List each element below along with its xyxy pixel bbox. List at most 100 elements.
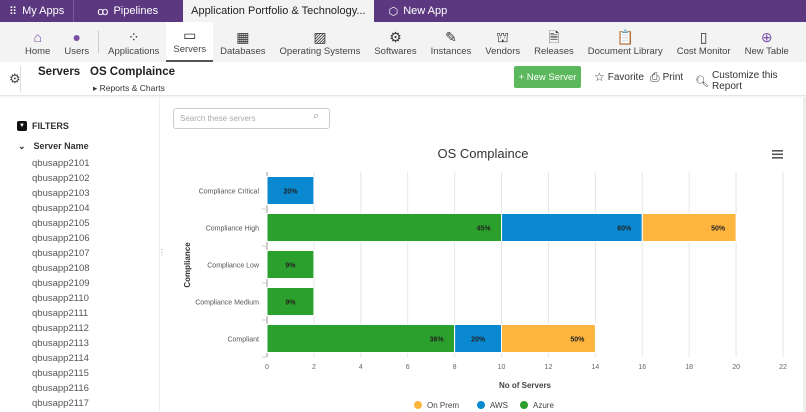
server-filter-item[interactable]: qbusapp2108 xyxy=(32,263,90,274)
monitor-icon: ▭ xyxy=(183,27,197,43)
pin-icon: ✎ xyxy=(445,29,457,45)
x-tick-label: 12 xyxy=(545,364,553,371)
server-filter-item[interactable]: qbusapp2116 xyxy=(32,383,89,394)
nav-users[interactable]: ● Users xyxy=(64,29,90,57)
reports-charts-link[interactable]: ▸ Reports & Charts xyxy=(93,83,165,93)
resize-handle[interactable]: ⋮ xyxy=(158,248,166,257)
tab-pipelines[interactable]: ꝏ Pipelines xyxy=(97,5,159,18)
nav-divider xyxy=(98,31,100,53)
server-filter-item[interactable]: qbusapp2117 xyxy=(32,398,89,409)
tab-application-portfolio[interactable]: Application Portfolio & Technology... xyxy=(183,0,374,22)
legend-marker xyxy=(414,401,422,409)
legend-item: Azure xyxy=(533,401,554,410)
legend-marker xyxy=(477,401,485,409)
x-tick-label: 2 xyxy=(312,364,316,371)
server-list: qbusapp2101 qbusapp2102 qbusapp2103 qbusapp… xyxy=(32,156,90,411)
pipeline-icon: ꝏ xyxy=(97,5,109,18)
nav-home[interactable]: ⌂ Home xyxy=(25,29,51,57)
server-filter-item[interactable]: qbusapp2115 xyxy=(32,368,89,379)
server-filter-item[interactable]: qbusapp2105 xyxy=(32,218,90,229)
nav-servers[interactable]: ▭ Servers xyxy=(166,22,214,62)
x-axis-label: No of Servers xyxy=(499,381,552,390)
plus-circle-icon: ⊕ xyxy=(760,29,773,45)
x-tick-label: 18 xyxy=(685,364,693,371)
server-filter-item[interactable]: qbusapp2110 xyxy=(32,293,89,304)
y-axis-label: Compliance xyxy=(183,242,192,288)
server-filter-item[interactable]: qbusapp2104 xyxy=(32,203,90,214)
nav-instances[interactable]: ✎ Instances xyxy=(430,29,472,57)
server-filter-item[interactable]: qbusapp2111 xyxy=(32,308,89,319)
server-filter-item[interactable]: qbusapp2107 xyxy=(32,248,90,259)
server-name-group[interactable]: ⌄ Server Name xyxy=(18,141,89,151)
nav-cost-monitor[interactable]: ▯ Cost Monitor xyxy=(676,29,731,57)
bar-on-prem xyxy=(641,213,737,242)
gears-icon: ⚙ xyxy=(389,29,402,45)
caret-right-icon: ▸ xyxy=(93,83,100,93)
y-tick-label: Compliance High xyxy=(206,226,259,233)
cost-icon: ▯ xyxy=(699,29,708,45)
y-tick-label: Compliant xyxy=(227,337,259,344)
server-filter-item[interactable]: qbusapp2112 xyxy=(32,323,89,334)
image-icon: ▨ xyxy=(313,29,327,45)
home-icon: ⌂ xyxy=(33,29,42,45)
x-tick-label: 10 xyxy=(498,364,506,371)
tab-new-app[interactable]: ⬡ New App xyxy=(388,5,448,18)
nav-vendors[interactable]: ⛫ Vendors xyxy=(485,29,521,57)
x-tick-label: 6 xyxy=(406,364,410,371)
chart-menu-icon[interactable] xyxy=(772,150,783,159)
x-tick-label: 0 xyxy=(265,364,269,371)
gear-icon[interactable]: ⚙ xyxy=(9,71,21,86)
search-input[interactable] xyxy=(173,108,330,129)
nav-databases[interactable]: ▦ Databases xyxy=(220,29,266,57)
nav-operating-systems[interactable]: ▨ Operating Systems xyxy=(279,29,361,57)
chart-title: OS Complaince xyxy=(437,146,528,161)
search-icon[interactable]: ⌕ xyxy=(313,110,320,122)
report-title: OS Complaince xyxy=(90,66,175,78)
chevron-down-icon: ⌄ xyxy=(18,141,26,151)
bar-azure xyxy=(266,213,503,242)
filter-toggle-icon: ▼ xyxy=(17,121,27,131)
nav-applications[interactable]: ⁘ Applications xyxy=(108,29,160,57)
server-filter-item[interactable]: qbusapp2101 xyxy=(32,158,90,169)
scrollbar[interactable] xyxy=(803,97,806,412)
new-server-button[interactable]: + New Server xyxy=(514,66,581,88)
favorite-button[interactable]: ☆ Favorite xyxy=(594,70,644,84)
server-filter-item[interactable]: qbusapp2113 xyxy=(32,338,89,349)
legend-item: On Prem xyxy=(427,401,459,410)
data-label: 9% xyxy=(285,263,296,270)
server-filter-item[interactable]: qbusapp2114 xyxy=(32,353,89,364)
divider xyxy=(20,66,21,92)
bar-azure xyxy=(266,250,315,279)
filters-sidebar: ▼ FILTERS ⌄ Server Name qbusapp2101 qbusapp… xyxy=(0,97,160,412)
bar-aws xyxy=(266,176,315,205)
nav-softwares[interactable]: ⚙ Softwares xyxy=(374,29,417,57)
x-tick-label: 20 xyxy=(732,364,740,371)
data-label: 20% xyxy=(471,337,486,344)
x-tick-label: 22 xyxy=(779,364,787,371)
report-header: ⚙ Servers OS Complaince ▸ Reports & Char… xyxy=(0,62,806,96)
data-label: 50% xyxy=(570,337,585,344)
clipboard-icon: 📋 xyxy=(616,29,634,45)
y-tick-label: Compliance Medium xyxy=(195,300,259,307)
server-filter-item[interactable]: qbusapp2102 xyxy=(32,173,90,184)
y-tick-label: Compliance Critical xyxy=(199,189,260,196)
customize-report-button[interactable]: 🔍︎ Customize this Report xyxy=(695,70,778,92)
server-filter-item[interactable]: qbusapp2103 xyxy=(32,188,90,199)
tab-my-apps[interactable]: ⠿ My Apps xyxy=(0,0,75,22)
nav-releases[interactable]: 🗎 Releases xyxy=(534,29,574,57)
search-gear-icon: 🔍︎ xyxy=(695,75,709,88)
server-filter-item[interactable]: qbusapp2109 xyxy=(32,278,90,289)
grid-icon: ⠿ xyxy=(9,5,18,18)
data-label: 45% xyxy=(477,226,492,233)
y-tick-label: Compliance Low xyxy=(207,263,260,270)
bar-on-prem xyxy=(501,324,596,353)
print-button[interactable]: ⎙ Print xyxy=(650,70,684,84)
database-icon: ▦ xyxy=(236,29,250,45)
document-icon: 🗎 xyxy=(548,29,560,45)
star-icon: ☆ xyxy=(594,70,605,84)
printer-icon: ⎙ xyxy=(650,70,660,84)
filters-heading[interactable]: ▼ FILTERS xyxy=(17,121,69,131)
nav-document-library[interactable]: 📋 Document Library xyxy=(587,29,663,57)
nav-new-table[interactable]: ⊕ New Table xyxy=(744,29,789,57)
server-filter-item[interactable]: qbusapp2106 xyxy=(32,233,90,244)
